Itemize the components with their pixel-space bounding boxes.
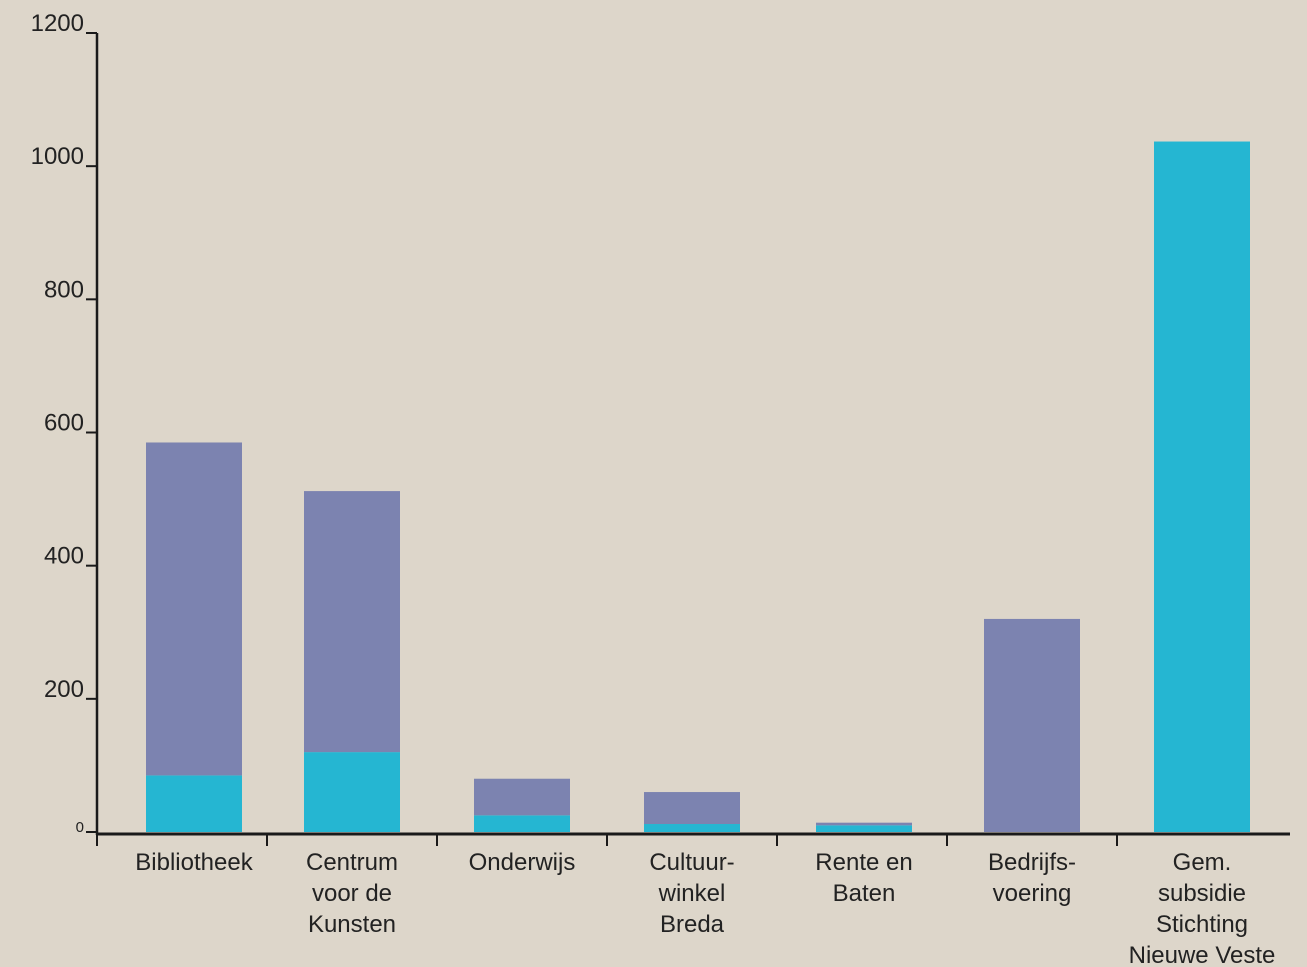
y-tick-label: 400	[44, 543, 84, 570]
category-label-3-line-0: Cultuur-	[649, 849, 734, 876]
category-label-4-line-1: Baten	[833, 880, 896, 907]
bar-segment-3-1	[644, 792, 740, 825]
category-label-6-line-1: subsidie	[1158, 880, 1246, 907]
ticks-group: 0 200 400 600 800 1000 1200	[31, 10, 1118, 846]
category-label-4-line-0: Rente en	[815, 849, 912, 876]
y-tick-label: 600	[44, 410, 84, 437]
y-tick-label: 0	[76, 819, 84, 836]
y-tick-label: 1200	[31, 10, 84, 37]
category-label-6-line-3: Nieuwe Veste	[1129, 942, 1276, 967]
bar-segment-6-0	[1154, 141, 1250, 833]
bar-segment-1-1	[304, 491, 400, 753]
y-tick-label: 200	[44, 676, 84, 703]
bars-group	[146, 141, 1250, 833]
category-label-2-line-0: Onderwijs	[469, 849, 576, 876]
bar-segment-2-0	[474, 815, 570, 832]
bar-segment-0-0	[146, 775, 242, 832]
bar-segment-4-1	[816, 822, 912, 826]
bar-segment-0-1	[146, 442, 242, 776]
category-labels-group: Bibliotheek Centrum voor de Kunsten Onderwij…	[135, 849, 1275, 967]
category-label-0-line-0: Bibliotheek	[135, 849, 253, 876]
category-label-3-line-1: winkel	[658, 880, 726, 907]
category-label-1-line-1: voor de	[312, 880, 392, 907]
category-label-1-line-2: Kunsten	[308, 911, 396, 938]
category-label-5-line-0: Bedrijfs-	[988, 849, 1076, 876]
category-label-6-line-2: Stichting	[1156, 911, 1248, 938]
category-label-1-line-0: Centrum	[306, 849, 398, 876]
bar-segment-1-0	[304, 752, 400, 832]
y-tick-label: 1000	[31, 143, 84, 170]
bar-segment-3-0	[644, 824, 740, 832]
category-label-6-line-0: Gem.	[1173, 849, 1232, 876]
category-label-5-line-1: voering	[993, 880, 1072, 907]
bar-segment-2-1	[474, 778, 570, 816]
y-tick-label: 800	[44, 276, 84, 303]
category-label-3-line-2: Breda	[660, 911, 725, 938]
axes-group	[95, 33, 1290, 836]
bar-segment-4-0	[816, 825, 912, 832]
bar-segment-5-1	[984, 618, 1080, 832]
